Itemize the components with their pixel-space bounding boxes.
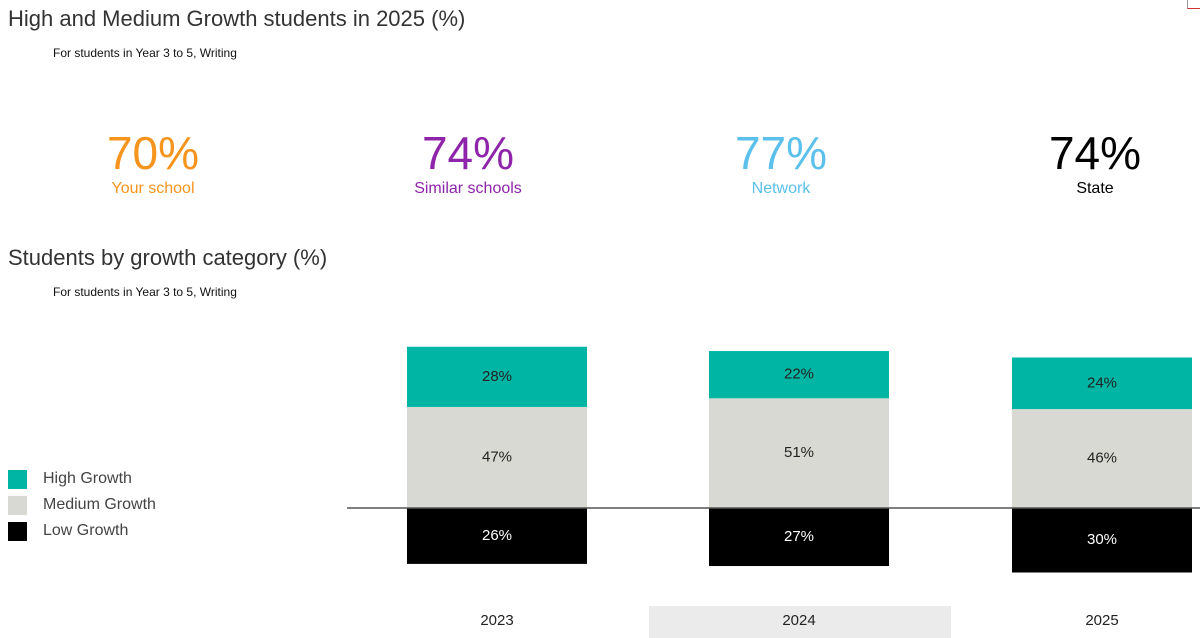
data-label-high-growth: 24% (1087, 374, 1117, 391)
kpi-label: State (1076, 180, 1114, 197)
kpi-label: Similar schools (414, 180, 522, 197)
legend-label: Low Growth (43, 522, 129, 539)
chart-title: Students by growth category (%) (8, 245, 328, 270)
legend-item-medium-growth: Medium Growth (8, 492, 156, 518)
x-tick-label: 2025 (1085, 612, 1118, 629)
bar-medium-growth[interactable] (709, 398, 889, 508)
legend-swatch (8, 495, 27, 515)
kpi-value: 74% (421, 127, 515, 179)
bar-medium-growth[interactable] (1012, 409, 1192, 508)
category-highlight (649, 606, 951, 638)
corner-icon (1187, 0, 1200, 9)
data-label-medium-growth: 47% (482, 448, 512, 465)
bar-low-growth[interactable] (1012, 508, 1192, 573)
kpi-similar-schools: 74% Similar schools (338, 128, 598, 198)
page-title: High and Medium Growth students in 2025 … (8, 6, 466, 31)
kpi-label: Network (751, 180, 811, 197)
data-label-low-growth: 27% (784, 528, 814, 545)
page-subtitle: For students in Year 3 to 5, Writing (53, 46, 237, 60)
kpi-network: 77% Network (651, 128, 911, 198)
kpi-value: 74% (1048, 127, 1142, 179)
kpi-value: 77% (734, 127, 828, 179)
legend-item-low-growth: Low Growth (8, 518, 156, 544)
bar-high-growth[interactable] (407, 346, 587, 407)
legend-label: High Growth (43, 470, 132, 487)
data-label-low-growth: 30% (1087, 531, 1117, 548)
legend-swatch (8, 469, 27, 489)
bar-low-growth[interactable] (709, 508, 889, 567)
data-label-medium-growth: 46% (1087, 450, 1117, 467)
kpi-value: 70% (106, 127, 200, 179)
kpi-state: 74% State (965, 128, 1200, 198)
bar-high-growth[interactable] (709, 351, 889, 399)
kpi-your-school: 70% Your school (23, 128, 283, 198)
chart-subtitle: For students in Year 3 to 5, Writing (53, 285, 237, 299)
bar-low-growth[interactable] (407, 508, 587, 564)
data-label-high-growth: 28% (482, 368, 512, 385)
legend-label: Medium Growth (43, 496, 156, 513)
legend-item-high-growth: High Growth (8, 466, 156, 492)
bar-high-growth[interactable] (1012, 357, 1192, 410)
x-tick-label: 2023 (480, 612, 513, 629)
kpi-label: Your school (111, 180, 195, 197)
x-tick-label: 2024 (782, 612, 815, 629)
data-label-high-growth: 22% (784, 366, 814, 383)
chart-legend: High Growth Medium Growth Low Growth (8, 466, 156, 544)
bar-medium-growth[interactable] (407, 406, 587, 508)
data-label-low-growth: 26% (482, 527, 512, 544)
data-label-medium-growth: 51% (784, 444, 814, 461)
legend-swatch (8, 521, 27, 541)
